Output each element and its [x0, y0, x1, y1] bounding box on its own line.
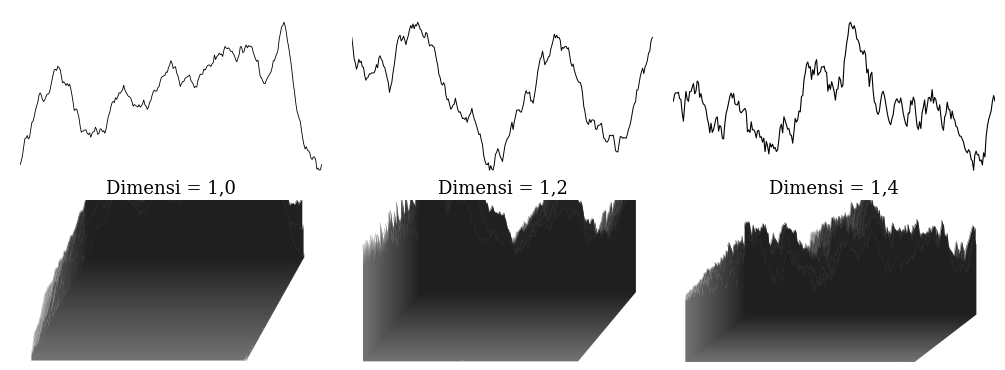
Text: Dimensi = 1,4: Dimensi = 1,4 [769, 180, 899, 198]
Text: Dimensi = 1,2: Dimensi = 1,2 [437, 180, 568, 198]
Text: Dimensi = 1,0: Dimensi = 1,0 [106, 180, 236, 198]
